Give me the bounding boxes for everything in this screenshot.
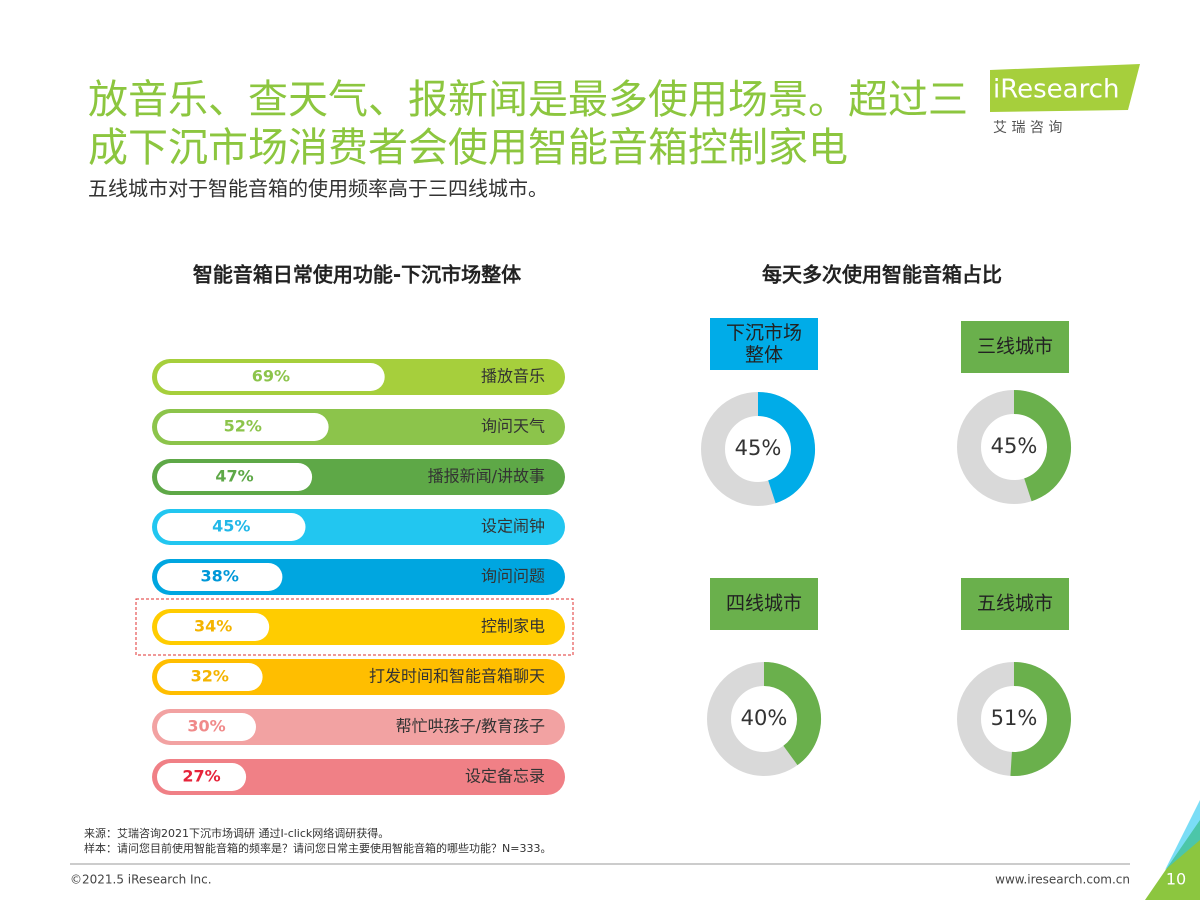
bar bbox=[157, 713, 256, 741]
value-label: 30% bbox=[187, 717, 225, 736]
value-label: 47% bbox=[215, 467, 253, 486]
donut-arc bbox=[1013, 390, 1071, 502]
value-label: 45% bbox=[735, 436, 782, 460]
source: 来源：艾瑞咨询2021下沉市场调研 通过I-click网络调研获得。 bbox=[84, 826, 389, 840]
label-box bbox=[710, 318, 818, 370]
value-label: 34% bbox=[194, 617, 232, 636]
bar-track bbox=[152, 709, 565, 745]
category-label: 询问问题 bbox=[481, 567, 545, 586]
website: www.iresearch.com.cn bbox=[995, 873, 1130, 887]
category-label: 帮忙哄孩子/教育孩子 bbox=[396, 717, 545, 736]
category-label: 询问天气 bbox=[481, 417, 545, 436]
value-label: 27% bbox=[182, 767, 220, 786]
category-label: 控制家电 bbox=[481, 617, 545, 636]
label-box bbox=[961, 578, 1069, 630]
value-label: 40% bbox=[741, 706, 788, 730]
value-label: 45% bbox=[212, 517, 250, 536]
donut-label: 五线城市 bbox=[977, 593, 1053, 615]
category-label: 打发时间和智能音箱聊天 bbox=[369, 667, 545, 686]
donut-arc bbox=[1010, 662, 1071, 776]
chart-title: 每天多次使用智能音箱占比 bbox=[762, 263, 1002, 287]
copyright: ©2021.5 iResearch Inc. bbox=[70, 873, 212, 887]
logo-cn: 艾 瑞 咨 询 bbox=[993, 120, 1062, 136]
value-label: 69% bbox=[252, 367, 290, 386]
donut-label: 四线城市 bbox=[726, 593, 802, 615]
subtitle: 五线城市对于智能音箱的使用频率高于三四线城市。 bbox=[88, 177, 548, 201]
donut-label: 三线城市 bbox=[977, 336, 1053, 358]
bar bbox=[157, 363, 385, 391]
title-line: 成下沉市场消费者会使用智能音箱控制家电 bbox=[88, 125, 848, 171]
label-line: 下沉市场 bbox=[726, 322, 802, 344]
value-label: 32% bbox=[191, 667, 229, 686]
bar bbox=[157, 413, 329, 441]
donut-arc bbox=[757, 392, 815, 504]
value-label: 45% bbox=[991, 434, 1038, 458]
label-box bbox=[961, 321, 1069, 373]
highlight-box bbox=[135, 598, 574, 656]
donut-arc bbox=[763, 662, 821, 766]
label-line: 整体 bbox=[745, 344, 783, 366]
bar bbox=[157, 563, 283, 591]
bar-track bbox=[152, 759, 565, 795]
chart-title: 智能音箱日常使用功能-下沉市场整体 bbox=[193, 263, 522, 287]
corner bbox=[1165, 800, 1200, 870]
title-line: 放音乐、查天气、报新闻是最多使用场景。超过三 bbox=[88, 77, 968, 123]
donut-label: 下沉市场整体 bbox=[726, 322, 802, 366]
value-label: 52% bbox=[224, 417, 262, 436]
bar bbox=[157, 513, 306, 541]
label-box bbox=[710, 578, 818, 630]
logo-bg bbox=[990, 64, 1140, 112]
category-label: 设定闹钟 bbox=[481, 517, 545, 536]
bar bbox=[157, 463, 313, 491]
category-label: 设定备忘录 bbox=[465, 767, 545, 786]
category-label: 播放音乐 bbox=[481, 367, 545, 386]
page-number: 10 bbox=[1166, 870, 1186, 889]
bar bbox=[157, 763, 247, 791]
bar bbox=[157, 613, 270, 641]
value-label: 38% bbox=[201, 567, 239, 586]
logo: iResearch bbox=[993, 75, 1119, 105]
value-label: 51% bbox=[991, 706, 1038, 730]
bar bbox=[157, 663, 263, 691]
category-label: 播报新闻/讲故事 bbox=[428, 467, 545, 486]
sample: 样本：请问您目前使用智能音箱的频率是？请问您日常主要使用智能音箱的哪些功能？N=… bbox=[84, 841, 551, 855]
